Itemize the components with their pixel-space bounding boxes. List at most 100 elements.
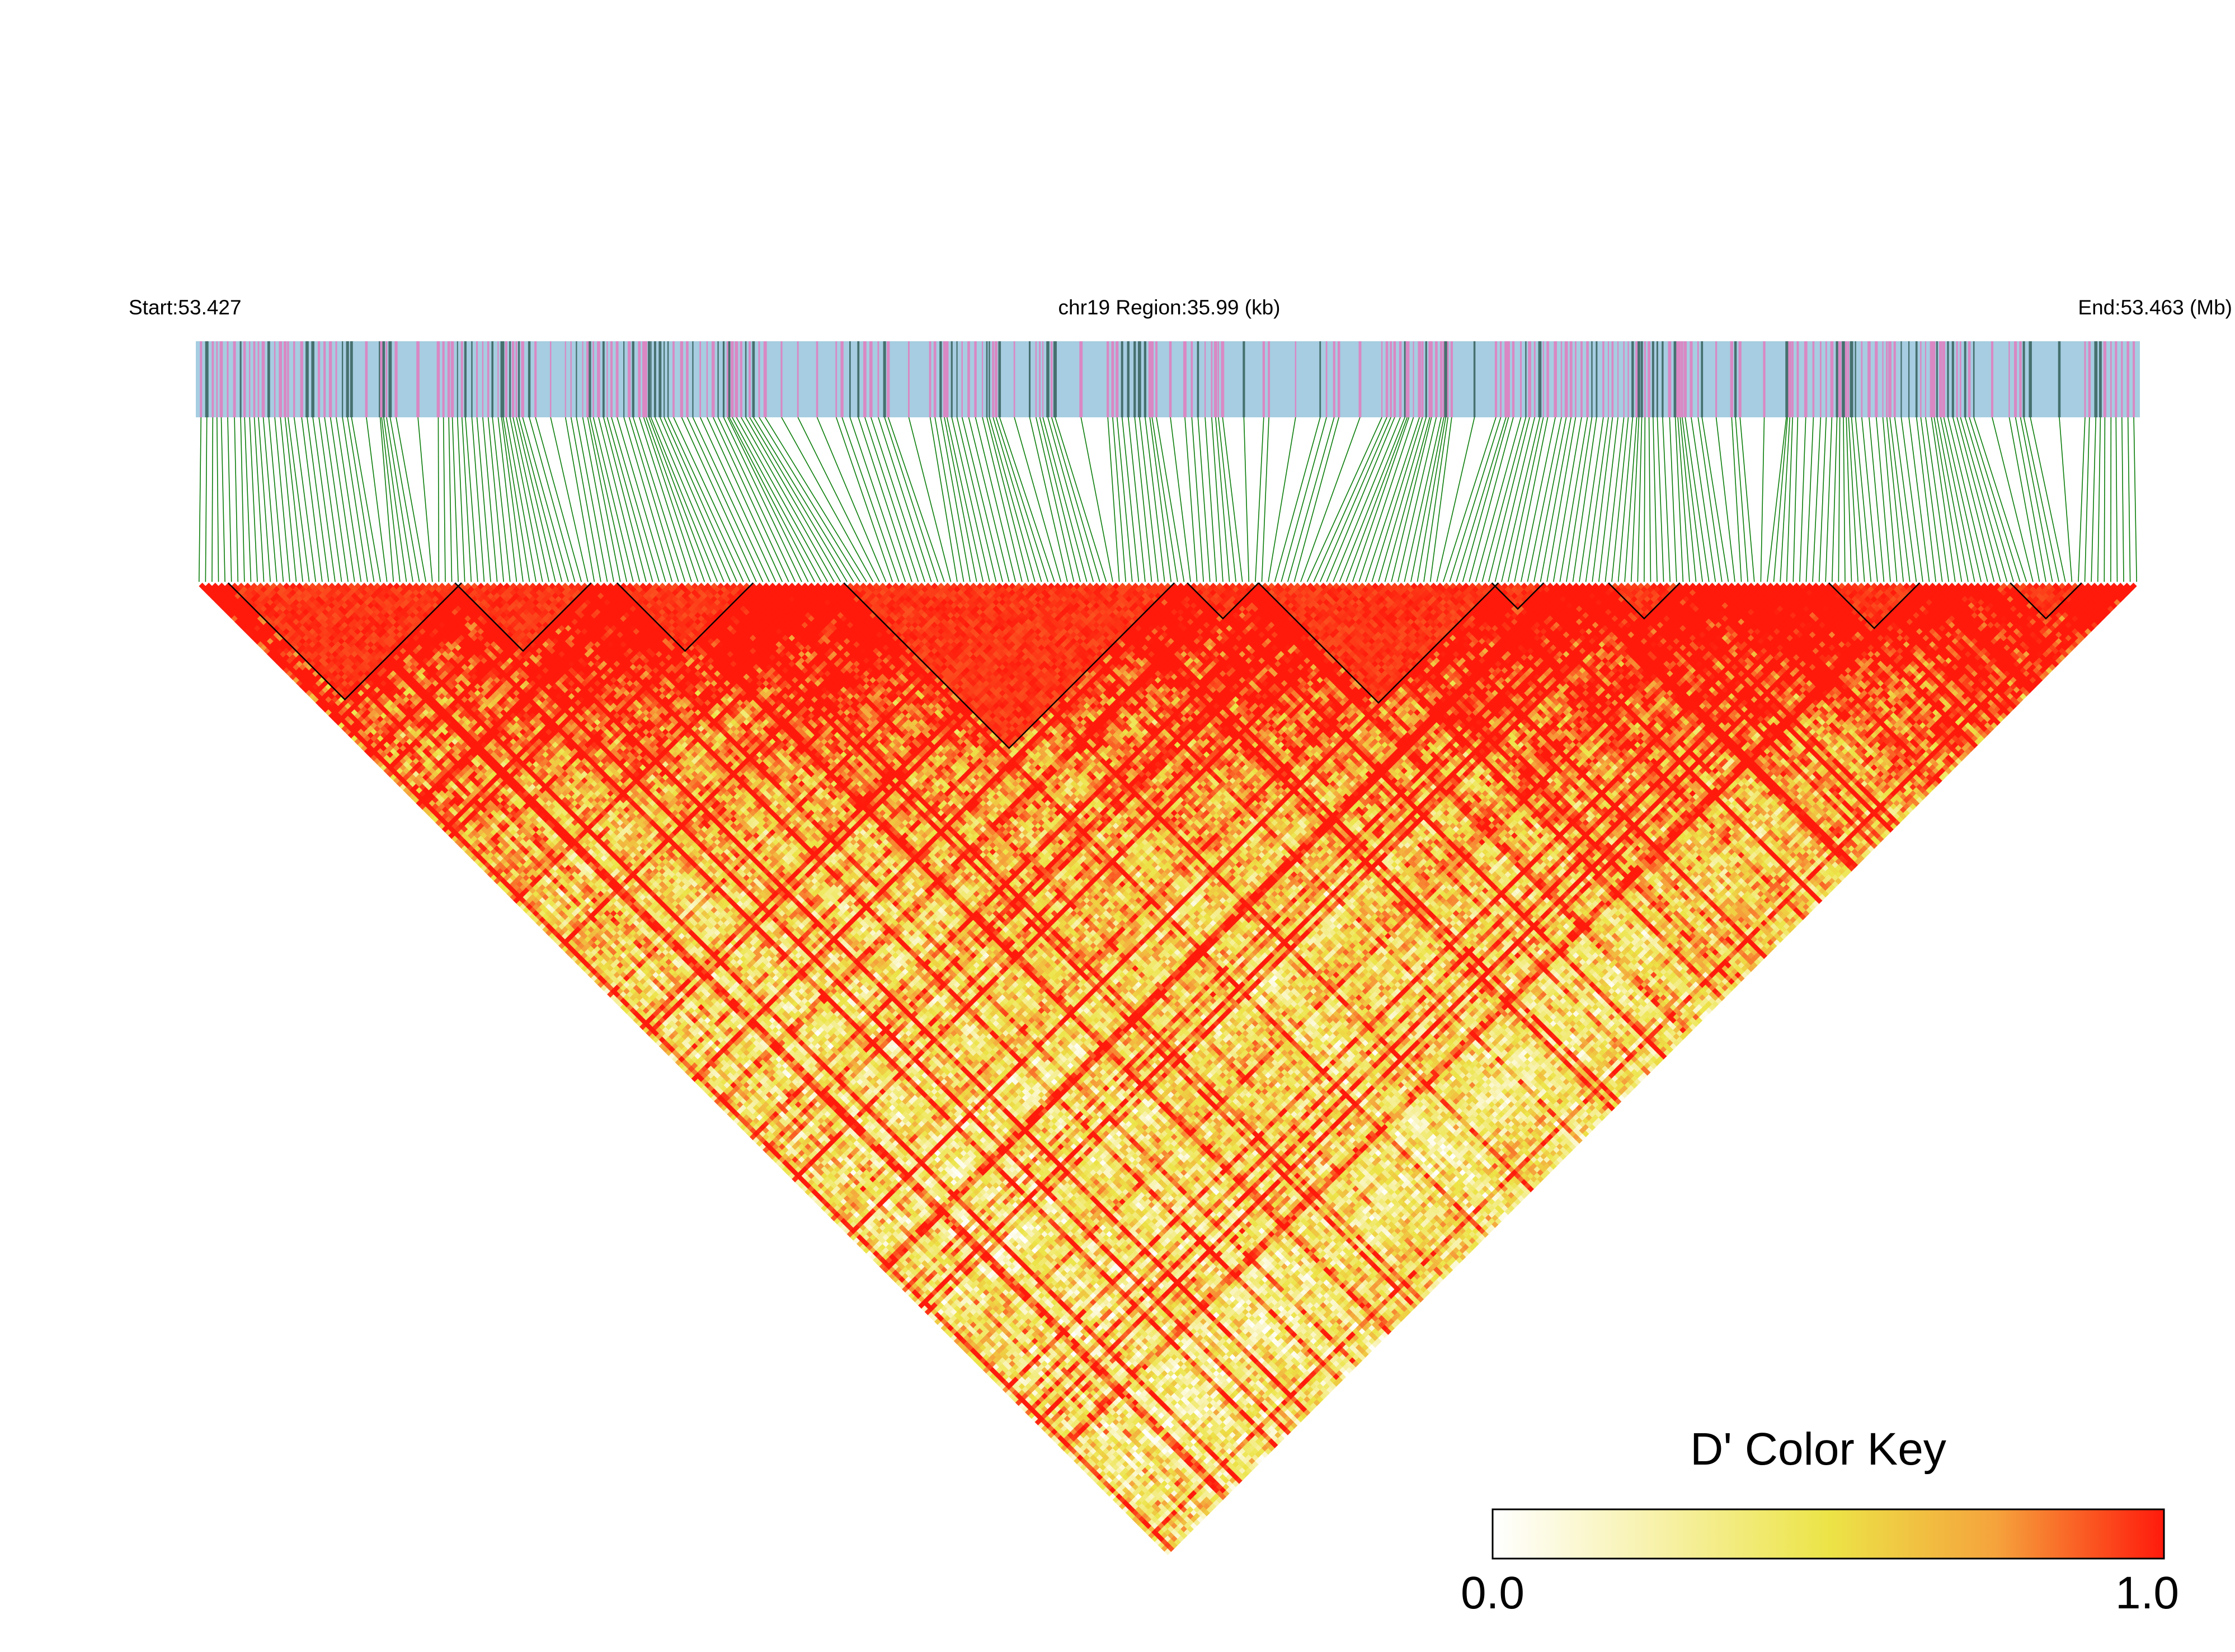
snp-connector [643, 417, 699, 582]
snp-connector [707, 417, 783, 582]
snp-connector [1669, 417, 1677, 582]
snp-connector [217, 417, 219, 582]
snp-connector [1204, 417, 1217, 582]
snp-connector [522, 417, 569, 582]
snp-connector [2078, 417, 2086, 582]
snp-connector [502, 417, 530, 582]
snp-connector [461, 417, 472, 582]
snp-connector [1697, 417, 1723, 582]
snp-connector [606, 417, 653, 582]
snp-connector [2104, 417, 2106, 582]
snp-connector [1121, 417, 1140, 582]
snp-connector [516, 417, 556, 582]
snp-connector [1501, 417, 1541, 582]
snp-connector [1462, 417, 1509, 582]
ld-block-outline [843, 582, 1175, 750]
snp-connector [1378, 417, 1427, 582]
snp-connector [603, 417, 647, 582]
snp-connector [598, 417, 641, 582]
snp-connector [1036, 417, 1075, 582]
snp-connector [550, 417, 589, 582]
snp-connector [841, 417, 900, 582]
color-key-min-label: 0.0 [1461, 1568, 1524, 1618]
snp-connector [2133, 417, 2138, 582]
snp-connector [1943, 417, 1982, 582]
snp-connector [1306, 417, 1382, 582]
snp-connector [1611, 417, 1629, 582]
snp-connector [1947, 417, 1988, 582]
snp-connector [681, 417, 757, 582]
snp-connector [1792, 417, 1799, 582]
snp-connector [1969, 417, 2021, 582]
snp-connector [699, 417, 777, 582]
snp-connector [1443, 417, 1497, 582]
snp-connector [1410, 417, 1444, 582]
snp-connector [727, 417, 809, 582]
snp-connector [1527, 417, 1562, 582]
snp-connector [1047, 417, 1094, 582]
snp-connector [330, 417, 355, 582]
snp-connector [1112, 417, 1127, 582]
snp-connector [1900, 417, 1923, 582]
snp-connector [205, 417, 208, 582]
snp-connector [1956, 417, 2001, 582]
snp-connector [1869, 417, 1885, 582]
snp-connector [280, 417, 297, 582]
snp-connector [999, 417, 1055, 582]
snp-connector [1882, 417, 1898, 582]
snp-connector [745, 417, 841, 582]
snp-connector [501, 417, 524, 582]
color-key-title: D' Color Key [1690, 1424, 1946, 1475]
snp-connector [1973, 417, 2027, 582]
snp-connector [934, 417, 964, 582]
snp-connector [366, 417, 388, 582]
snp-connector [864, 417, 919, 582]
snp-connector [741, 417, 835, 582]
snp-connector [476, 417, 491, 582]
snp-connector [1287, 417, 1335, 582]
snp-connector [351, 417, 381, 582]
snp-connector [650, 417, 718, 582]
snp-connector [816, 417, 887, 582]
snp-connector [871, 417, 925, 582]
color-key-gradient-bar [1491, 1508, 2165, 1560]
snp-connector [592, 417, 634, 582]
snp-connector [1657, 417, 1664, 582]
snp-connector [227, 417, 232, 582]
snp-connector [1333, 417, 1401, 582]
snp-connector [1145, 417, 1165, 582]
snp-connector [1653, 417, 1658, 582]
snp-connector [667, 417, 744, 582]
snp-connector [975, 417, 1017, 582]
snp-connector [1184, 417, 1198, 582]
snp-connector [781, 417, 874, 582]
snp-connector [234, 417, 239, 582]
snp-connector [736, 417, 829, 582]
snp-connector [759, 417, 860, 582]
snp-connector [884, 417, 939, 582]
snp-connector [1358, 417, 1414, 582]
snp-connector [664, 417, 737, 582]
ld-heatmap [199, 582, 2137, 1555]
snp-connector [749, 417, 848, 582]
snp-connector [1572, 417, 1597, 582]
snp-connector [1843, 417, 1846, 582]
snp-connector [2023, 417, 2059, 582]
snp-connector [220, 417, 225, 582]
snp-connector [347, 417, 375, 582]
snp-connector [1127, 417, 1146, 582]
snp-connector [293, 417, 317, 582]
snp-connector [1799, 417, 1806, 582]
snp-connector [1281, 417, 1327, 582]
snp-connector [1222, 417, 1243, 582]
snp-connector [1731, 417, 1742, 582]
snp-connector [686, 417, 764, 582]
snp-connector [465, 417, 478, 582]
snp-connector [1931, 417, 1956, 582]
ld-block-outline [454, 582, 592, 652]
snp-connector [1494, 417, 1536, 582]
snp-connector [887, 417, 945, 582]
snp-connector [379, 417, 394, 582]
snp-connector [1876, 417, 1891, 582]
snp-connector [1786, 417, 1793, 582]
